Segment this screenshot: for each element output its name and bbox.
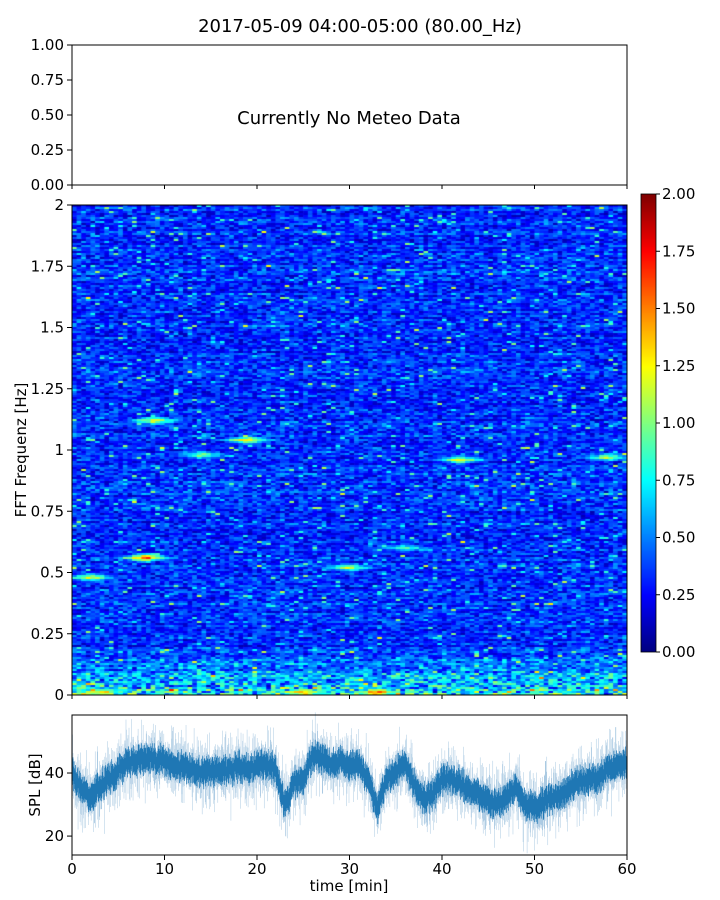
y-tick-label: 0 [54, 686, 64, 704]
x-tick-label: 50 [525, 860, 544, 878]
y-tick-label: 1.75 [31, 257, 64, 275]
spl-xlabel: time [min] [310, 877, 389, 895]
spectrogram-frame [71, 204, 628, 696]
colorbar-tick-label: 1.75 [662, 242, 695, 260]
y-tick-label: 0.75 [31, 71, 64, 89]
colorbar-tick-label: 0.50 [662, 529, 695, 547]
y-tick-label: 0.25 [31, 141, 64, 159]
no-meteo-message: Currently No Meteo Data [237, 108, 461, 129]
colorbar-tick-label: 0.75 [662, 471, 695, 489]
y-tick-label: 2 [54, 196, 64, 214]
x-tick-label: 20 [247, 860, 266, 878]
x-tick-label: 10 [155, 860, 174, 878]
y-tick-label: 0.50 [31, 106, 64, 124]
colorbar-tick-label: 0.25 [662, 586, 695, 604]
spectrogram-ylabel: FFT Frequenz [Hz] [12, 383, 30, 518]
spl-ylabel: SPL [dB] [26, 753, 44, 816]
x-tick-label: 0 [67, 860, 77, 878]
colorbar-tick-label: 2.00 [662, 185, 695, 203]
colorbar-tick-label: 1.50 [662, 300, 695, 318]
spl-envelope [71, 712, 628, 854]
spectrogram-heatmap [72, 205, 627, 695]
y-tick-label: 0.25 [31, 625, 64, 643]
colorbar-tick-label: 1.25 [662, 357, 695, 375]
y-tick-label: 1.00 [31, 36, 64, 54]
colorbar-tick-label: 0.00 [662, 643, 695, 661]
y-tick-label: 40 [45, 764, 64, 782]
y-tick-label: 20 [45, 827, 64, 845]
colorbar [641, 194, 656, 652]
colorbar-tick-label: 1.00 [662, 414, 695, 432]
x-tick-label: 60 [617, 860, 636, 878]
y-tick-label: 0.00 [31, 176, 64, 194]
y-tick-label: 1 [54, 441, 64, 459]
x-tick-label: 40 [432, 860, 451, 878]
x-tick-label: 30 [340, 860, 359, 878]
chart-title: 2017-05-09 04:00-05:00 (80.00_Hz) [198, 16, 522, 37]
y-tick-label: 0.5 [40, 564, 64, 582]
y-tick-label: 1.5 [40, 319, 64, 337]
y-tick-label: 0.75 [31, 502, 64, 520]
spl-frame [71, 714, 628, 856]
y-tick-label: 1.25 [31, 380, 64, 398]
colorbar-frame [640, 193, 657, 653]
